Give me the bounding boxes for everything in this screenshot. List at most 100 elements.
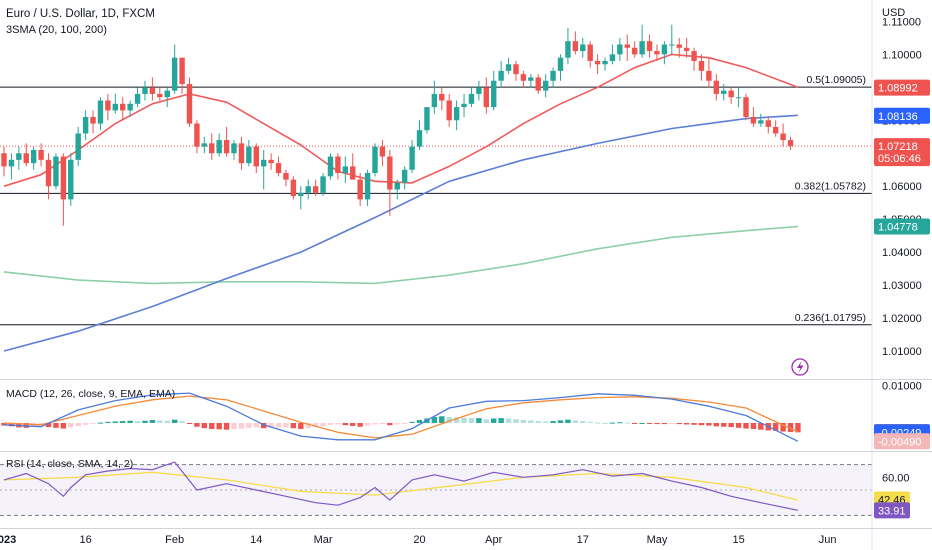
macd-histogram-bar xyxy=(298,422,304,429)
macd-title[interactable]: MACD (12, 26, close, 9, EMA, EMA) xyxy=(6,388,175,400)
candle xyxy=(127,100,133,117)
candle xyxy=(528,74,534,88)
macd-histogram-bar xyxy=(290,422,297,429)
candle-body xyxy=(728,90,734,98)
candle xyxy=(661,41,668,65)
candle xyxy=(112,93,118,114)
macd-histogram-bar xyxy=(387,422,393,426)
time-axis-label: 15 xyxy=(732,534,744,546)
macd-histogram-bar xyxy=(179,421,185,423)
candle-body xyxy=(312,186,319,193)
macd-histogram-bar xyxy=(350,422,356,426)
time-axis-label: Feb xyxy=(165,534,184,546)
macd-histogram-bar xyxy=(120,421,126,423)
candle-body xyxy=(572,41,579,52)
candle-body xyxy=(53,156,59,187)
candle xyxy=(669,24,675,55)
candle xyxy=(120,97,126,121)
macd-histogram-bar xyxy=(602,422,608,424)
candle-body xyxy=(661,44,668,55)
candle-body xyxy=(305,186,311,193)
candle-body xyxy=(142,87,148,94)
candle-body xyxy=(357,179,363,200)
rsi-line xyxy=(3,461,799,511)
macd-histogram-bar xyxy=(68,422,74,428)
macd-histogram-bar xyxy=(617,422,623,424)
candle-body xyxy=(594,60,601,65)
candle-body xyxy=(654,51,660,55)
candle-body xyxy=(364,173,371,200)
candle xyxy=(261,149,267,190)
macd-histogram-bar xyxy=(535,421,541,423)
candle xyxy=(780,123,786,147)
candle-body xyxy=(350,166,356,180)
candle-body xyxy=(134,93,141,104)
candle xyxy=(201,136,208,154)
candle xyxy=(750,107,757,127)
candle-body xyxy=(676,44,682,48)
candle-body xyxy=(550,70,556,81)
candle xyxy=(654,44,660,61)
macd-histogram-bar xyxy=(528,420,534,423)
price-tag: 1.08136 xyxy=(874,107,930,124)
macd-tag-bg xyxy=(874,433,930,450)
candle-body xyxy=(209,143,215,154)
candle xyxy=(446,93,452,127)
candle xyxy=(431,80,438,114)
candle-body xyxy=(231,143,237,154)
macd-histogram-bar xyxy=(639,422,645,424)
candle-body xyxy=(424,107,430,131)
time-axis-label: Apr xyxy=(485,534,502,546)
rsi-title[interactable]: RSI (14, close, SMA, 14, 2) xyxy=(6,458,133,470)
candle xyxy=(364,169,371,206)
candle-body xyxy=(105,100,111,111)
candle-body xyxy=(298,192,304,197)
macd-histogram-bar xyxy=(787,422,794,432)
macd-histogram-bar xyxy=(275,422,282,428)
macd-histogram-bar xyxy=(268,422,274,428)
indicator-label[interactable]: 3SMA (20, 100, 200) xyxy=(6,24,107,36)
candle-body xyxy=(557,57,564,71)
lightning-icon[interactable] xyxy=(791,358,809,376)
symbol-title[interactable]: Euro / U.S. Dollar, 1D, FXCM xyxy=(6,8,155,20)
candle-body xyxy=(394,182,400,190)
macd-histogram-bar xyxy=(795,422,801,433)
candle xyxy=(476,80,482,101)
candle-body xyxy=(75,133,81,160)
candle xyxy=(513,60,519,81)
macd-histogram-bar xyxy=(171,419,178,423)
candle xyxy=(394,179,400,200)
price-tag: 1.04778 xyxy=(874,218,930,235)
candle xyxy=(45,153,52,200)
candle-body xyxy=(624,44,630,48)
time-axis-label: 20 xyxy=(413,534,425,546)
macd-histogram-bar xyxy=(446,416,452,423)
candle xyxy=(557,54,564,81)
macd-histogram-bar xyxy=(483,419,489,423)
candle xyxy=(498,60,504,88)
macd-histogram-bar xyxy=(654,422,660,425)
candle xyxy=(238,136,245,170)
candle xyxy=(357,173,363,206)
macd-histogram-bar xyxy=(75,422,81,426)
candle-body xyxy=(468,93,475,104)
candle xyxy=(372,143,378,177)
price-axis-tick: 1.01000 xyxy=(882,346,922,358)
macd-histogram-bar xyxy=(90,422,96,424)
price-tag-bg xyxy=(874,107,930,124)
candle-body xyxy=(30,149,37,164)
macd-histogram-bar xyxy=(112,421,118,423)
candle xyxy=(171,44,178,94)
macd-histogram-bar xyxy=(683,422,690,425)
candle-body xyxy=(505,64,512,71)
macd-histogram-bar xyxy=(186,422,193,424)
candle xyxy=(142,80,148,101)
macd-histogram-bar xyxy=(379,422,386,425)
candle-body xyxy=(483,87,489,108)
macd-histogram-bar xyxy=(772,422,779,431)
candle xyxy=(164,87,170,108)
price-axis-tick: 1.02000 xyxy=(882,313,922,325)
candle xyxy=(327,153,334,180)
candle-body xyxy=(179,57,185,85)
